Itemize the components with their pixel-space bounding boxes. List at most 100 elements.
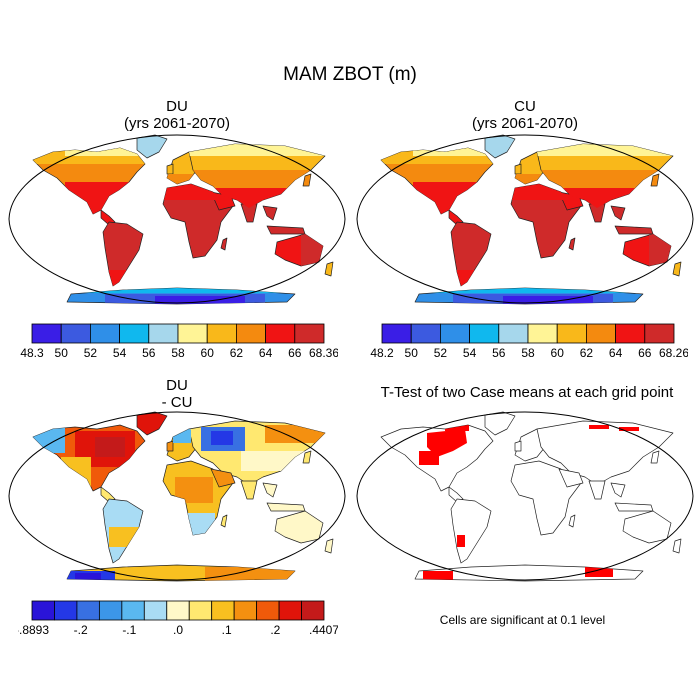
cu-land-madag: [568, 237, 576, 251]
cu-colorbar-label-4: 56: [492, 346, 506, 360]
diff-colorbar-box-6: [166, 600, 190, 621]
du-colorbar-label-7: 62: [230, 346, 244, 360]
diff-land-india: [240, 480, 258, 500]
diff-land-greenland: [136, 411, 168, 436]
ttest-land-greenland: [484, 411, 516, 436]
du-colorbar-box-1: [60, 323, 91, 344]
diff-globe-outline: [8, 411, 346, 581]
du-colorbar-label-1: 50: [55, 346, 69, 360]
cu-land-greenland: [484, 134, 516, 159]
ttest-land-arabia: [558, 468, 584, 488]
panel-du-title: DU (yrs 2061-2070): [27, 98, 327, 132]
ttest-land-seasia: [610, 482, 626, 498]
diff-colorbar-box-11: [278, 600, 302, 621]
cu-land-japan: [650, 173, 660, 187]
du-globe-outline: [8, 134, 346, 304]
ttest-sig-ant-west: [423, 571, 453, 581]
cu-colorbar-label-0: 48.2: [370, 346, 394, 360]
cu-colorbar-label-10: 68.26: [659, 346, 688, 360]
diff-colorbar-label-0: -.8893: [18, 623, 49, 637]
du-colorbar-box-3: [119, 323, 150, 344]
diff-colorbar-box-2: [76, 600, 100, 621]
du-land-japan: [302, 173, 312, 187]
cu-colorbar-box-9: [644, 323, 675, 344]
diff-africa-hot: [175, 477, 213, 503]
panel-diff-title-line2: - CU: [161, 394, 193, 411]
cu-land-nz: [672, 261, 682, 277]
diff-land-arabia: [210, 468, 236, 488]
diff-colorbar-box-3: [98, 600, 123, 621]
ttest-note: Cells are significant at 0.1 level: [439, 613, 606, 627]
du-colorbar-box-6: [206, 323, 237, 344]
diff-colorbar-box-9: [233, 600, 258, 621]
cu-colorbar-label-8: 64: [609, 346, 623, 360]
cu-land-seasia: [610, 205, 626, 221]
ttest-sig-sa: [457, 535, 465, 547]
ttest-sig-na-south: [419, 451, 439, 465]
cu-land-uk: [514, 163, 522, 175]
du-colorbar-label-3: 54: [113, 346, 127, 360]
du-colorbar-box-7: [235, 323, 266, 344]
du-colorbar-box-9: [294, 323, 325, 344]
diff-ant-east-warm: [205, 567, 295, 581]
diff-colorbar-label-2: -.1: [122, 623, 136, 637]
diff-asia-cold-min: [211, 431, 233, 445]
colorbar-cu: 48.2 50 52 54 56 58 60 62 64 66 68.26: [370, 323, 688, 360]
ttest-sig-ant-east: [585, 567, 613, 577]
diff-colorbar-box-7: [188, 600, 213, 621]
cu-colorbar-box-6: [556, 323, 587, 344]
map-panel-cu: [356, 134, 694, 305]
cu-colorbar-label-5: 58: [521, 346, 535, 360]
du-colorbar-label-9: 66: [288, 346, 302, 360]
cu-colorbar-label-7: 62: [580, 346, 594, 360]
ttest-globe-outline: [356, 411, 694, 581]
du-colorbar-label-5: 58: [171, 346, 185, 360]
cu-colorbar-label-9: 66: [638, 346, 652, 360]
du-colorbar-label-2: 52: [84, 346, 98, 360]
cu-globe-outline: [356, 134, 694, 304]
du-colorbar-box-4: [148, 323, 179, 344]
cu-colorbar-label-2: 52: [434, 346, 448, 360]
colorbar-diff: -.8893 -.2 -.1 .0 .1 .2 .4407: [18, 600, 338, 637]
cu-colorbar-box-2: [440, 323, 471, 344]
cu-colorbar-box-7: [585, 323, 616, 344]
cu-colorbar-box-3: [469, 323, 500, 344]
diff-colorbar-box-4: [121, 600, 145, 621]
diff-asia-east-warm: [265, 425, 325, 443]
ttest-sig-na-northeast: [445, 425, 469, 431]
panel-ttest-title-line1: T-Test of two Case means at each grid po…: [380, 384, 674, 401]
diff-ant-west-core: [75, 573, 101, 581]
du-land-madag: [220, 237, 228, 251]
ttest-land-uk: [514, 440, 522, 452]
du-colorbar-box-5: [177, 323, 208, 344]
cu-colorbar-box-0: [381, 323, 412, 344]
cu-colorbar-box-8: [615, 323, 646, 344]
diff-colorbar-box-5: [143, 600, 168, 621]
diff-colorbar-box-8: [211, 600, 235, 621]
cu-colorbar-box-1: [410, 323, 441, 344]
panel-diff-title-line1: DU: [166, 377, 188, 394]
cu-colorbar-label-6: 60: [551, 346, 565, 360]
diff-colorbar-label-1: -.2: [74, 623, 88, 637]
diff-land-aus: [274, 510, 324, 544]
ttest-land-aus: [622, 510, 672, 544]
diff-colorbar-label-4: .1: [222, 623, 232, 637]
diff-land-seasia: [262, 482, 278, 498]
du-aus-east-band: [301, 234, 323, 266]
diff-land-japan: [302, 450, 312, 464]
cu-colorbar-box-4: [498, 323, 529, 344]
du-na-arctic-band: [65, 148, 145, 156]
ttest-sig-na-east: [427, 429, 467, 457]
cu-colorbar-label-1: 50: [405, 346, 419, 360]
cu-na-arctic-band: [413, 148, 493, 156]
du-colorbar-label-10: 68.36: [309, 346, 338, 360]
diff-colorbar-box-1: [54, 600, 78, 621]
colorbar-du: 48.3 50 52 54 56 58 60 62 64 66 68.36: [20, 323, 338, 360]
figure-title: MAM ZBOT (m): [283, 64, 417, 85]
panel-cu-title: CU (yrs 2061-2070): [375, 98, 675, 132]
ttest-land-india: [588, 480, 606, 500]
du-colorbar-label-0: 48.3: [20, 346, 44, 360]
du-land-nz: [324, 261, 334, 277]
map-panel-ttest: [356, 411, 694, 582]
du-land-greenland: [136, 134, 168, 159]
